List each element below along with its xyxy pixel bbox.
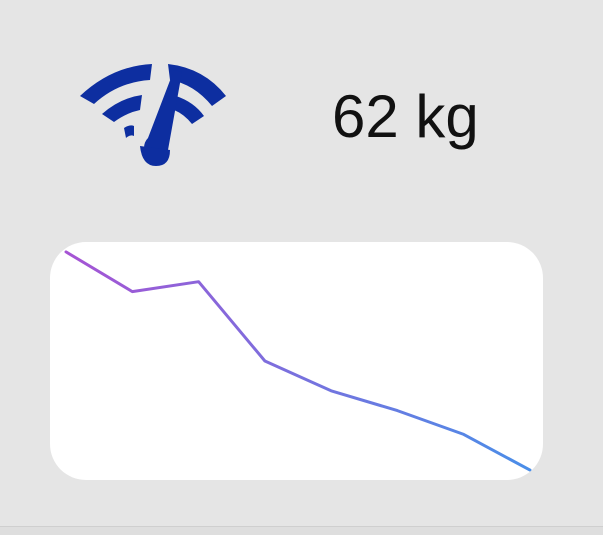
bottom-divider xyxy=(0,526,603,535)
scale-gauge-icon xyxy=(80,64,226,166)
weight-trend-chart[interactable] xyxy=(50,242,543,480)
weight-series-line xyxy=(64,250,532,472)
weight-value: 62 kg xyxy=(332,83,479,150)
chart-plot-area xyxy=(64,250,532,472)
